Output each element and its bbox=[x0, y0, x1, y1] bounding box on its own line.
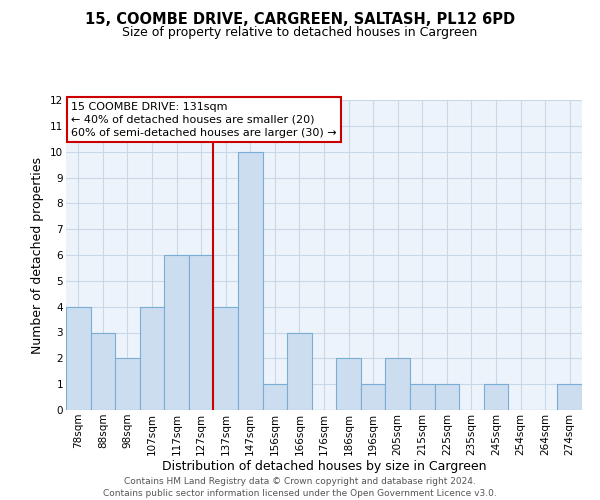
Bar bbox=[434, 384, 459, 410]
Text: 15, COOMBE DRIVE, CARGREEN, SALTASH, PL12 6PD: 15, COOMBE DRIVE, CARGREEN, SALTASH, PL1… bbox=[85, 12, 515, 28]
Bar bbox=[361, 384, 385, 410]
Bar bbox=[91, 332, 115, 410]
Bar bbox=[66, 306, 91, 410]
Bar bbox=[410, 384, 434, 410]
Bar bbox=[336, 358, 361, 410]
Bar bbox=[557, 384, 582, 410]
Text: Contains HM Land Registry data © Crown copyright and database right 2024.
Contai: Contains HM Land Registry data © Crown c… bbox=[103, 476, 497, 498]
Text: Size of property relative to detached houses in Cargreen: Size of property relative to detached ho… bbox=[122, 26, 478, 39]
Bar bbox=[189, 255, 214, 410]
Text: 15 COOMBE DRIVE: 131sqm
← 40% of detached houses are smaller (20)
60% of semi-de: 15 COOMBE DRIVE: 131sqm ← 40% of detache… bbox=[71, 102, 337, 138]
Bar bbox=[164, 255, 189, 410]
Bar bbox=[238, 152, 263, 410]
Bar bbox=[263, 384, 287, 410]
Bar bbox=[484, 384, 508, 410]
Bar bbox=[140, 306, 164, 410]
Bar bbox=[214, 306, 238, 410]
Y-axis label: Number of detached properties: Number of detached properties bbox=[31, 156, 44, 354]
Bar bbox=[287, 332, 312, 410]
X-axis label: Distribution of detached houses by size in Cargreen: Distribution of detached houses by size … bbox=[162, 460, 486, 473]
Bar bbox=[115, 358, 140, 410]
Bar bbox=[385, 358, 410, 410]
